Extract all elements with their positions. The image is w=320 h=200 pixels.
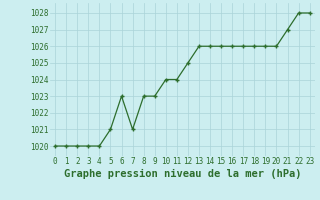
X-axis label: Graphe pression niveau de la mer (hPa): Graphe pression niveau de la mer (hPa)	[64, 169, 301, 179]
